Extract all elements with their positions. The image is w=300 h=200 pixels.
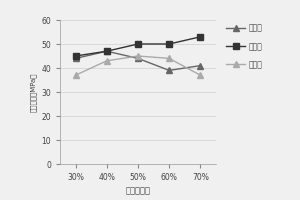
Line: 汪良含: 汪良含 (73, 53, 203, 78)
汪良含 (105, 60, 109, 62)
汪良含 (199, 74, 202, 76)
Y-axis label: 抗压强度（MPa）: 抗压强度（MPa） (30, 72, 37, 112)
Line: 东含厂: 东含厂 (73, 48, 203, 73)
汪良含 (136, 55, 140, 57)
西含厂 (74, 55, 77, 57)
汪良含 (167, 57, 171, 60)
X-axis label: 煎矸石含量: 煎矸石含量 (125, 186, 151, 195)
东含厂 (74, 57, 77, 60)
西含厂 (136, 43, 140, 45)
东含厂 (167, 69, 171, 72)
东含厂 (105, 50, 109, 52)
西含厂 (167, 43, 171, 45)
西含厂 (105, 50, 109, 52)
Legend: 东含厂, 西含厂, 汪良含: 东含厂, 西含厂, 汪良含 (226, 24, 263, 69)
汪良含 (74, 74, 77, 76)
Line: 西含厂: 西含厂 (73, 34, 203, 59)
西含厂 (199, 36, 202, 38)
东含厂 (136, 57, 140, 60)
东含厂 (199, 64, 202, 67)
